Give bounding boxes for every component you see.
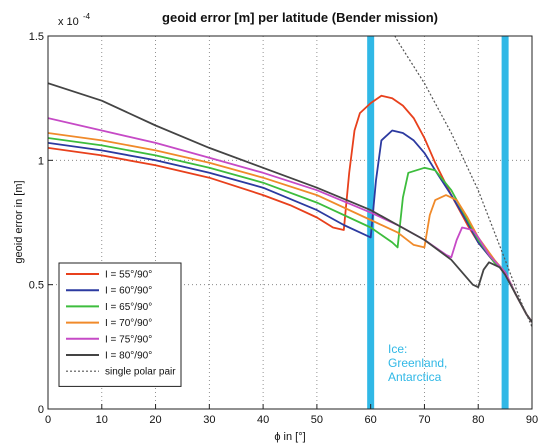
legend-label: I = 65°/90°: [105, 302, 152, 313]
x-tick-label: 90: [526, 414, 538, 426]
y-tick-label: 1: [38, 155, 44, 167]
y-tick-label: 1.5: [29, 31, 44, 43]
legend-label: I = 70°/90°: [105, 318, 152, 329]
annotation-line: Antarctica: [388, 370, 442, 384]
ice-region-markers: [367, 36, 509, 409]
legend-label: I = 60°/90°: [105, 286, 152, 297]
plot-frame: [47, 35, 533, 410]
y-tick-label: 0.5: [29, 280, 44, 292]
chart-title: geoid error [m] per latitude (Bender mis…: [162, 10, 438, 25]
y-exponent-base: x 10: [58, 16, 79, 28]
x-tick-label: 80: [472, 414, 484, 426]
x-tick-label: 70: [418, 414, 430, 426]
series-line-6: [48, 82, 532, 323]
series-lines: [48, 36, 532, 328]
x-tick-label: 0: [45, 414, 51, 426]
y-exponent: x 10 -4: [58, 12, 91, 28]
x-tick-label: 50: [311, 414, 323, 426]
y-tick-label: 0: [38, 404, 44, 416]
x-tick-label: 40: [257, 414, 269, 426]
legend-box: [58, 262, 182, 387]
x-tick-label: 10: [96, 414, 108, 426]
legend: I = 55°/90° I = 60°/90° I = 65°/90° I = 70°…: [58, 262, 182, 387]
y-axis-label: geoid error in [m]: [13, 180, 25, 263]
x-tick-label: 20: [149, 414, 161, 426]
axis-ticks: 0 10 20 30 40 50 60 70 80 90 0 0.5 1 1.5: [29, 31, 538, 426]
legend-label: I = 80°/90°: [105, 351, 152, 362]
legend-label: I = 75°/90°: [105, 334, 152, 345]
legend-label: single polar pair: [105, 367, 176, 378]
ice-annotation: Ice:Greenland,Antarctica: [388, 342, 447, 384]
x-tick-label: 60: [365, 414, 377, 426]
y-exponent-power: -4: [83, 12, 91, 21]
x-tick-label: 30: [203, 414, 215, 426]
annotation-line: Greenland,: [388, 356, 447, 370]
series-line-7: [394, 36, 532, 328]
x-axis-label: ϕ in [°]: [274, 431, 305, 443]
legend-label: I = 55°/90°: [105, 270, 152, 281]
series-line-5: [48, 117, 532, 323]
annotation-line: Ice:: [388, 342, 407, 356]
